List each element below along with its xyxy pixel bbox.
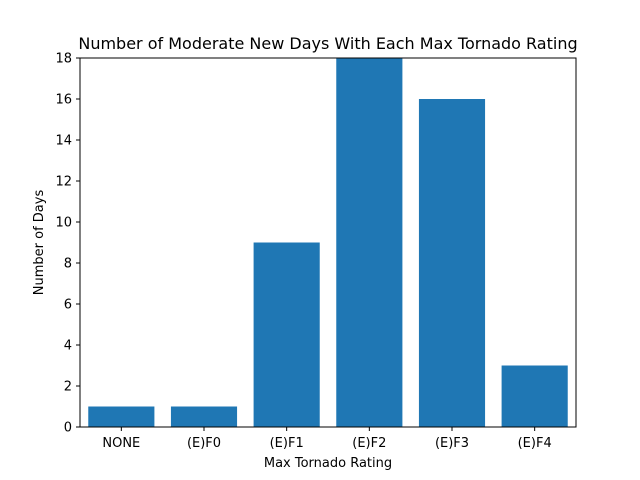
chart-title: Number of Moderate New Days With Each Ma… [78,34,577,53]
bar-(E)F2 [336,58,403,427]
bar-NONE [88,406,155,427]
y-tick-label: 8 [64,257,72,272]
y-tick-label: 6 [64,298,72,313]
bars-group [88,58,568,427]
x-tick-label: (E)F2 [352,436,386,451]
bar-(E)F1 [253,242,320,427]
y-tick-label: 14 [55,134,72,149]
x-axis-label: Max Tornado Rating [264,456,392,471]
y-tick-label: 10 [55,216,72,231]
y-tick-label: 0 [64,421,72,436]
y-tick-label: 16 [55,93,72,108]
x-axis-ticks: NONE (E)F0 (E)F1 (E)F2 (E)F3 (E)F4 [102,427,552,451]
plot-frame [79,57,577,428]
y-axis-label: Number of Days [32,190,47,296]
x-tick-label: (E)F1 [270,436,304,451]
y-tick-label: 12 [55,175,72,190]
bar-(E)F0 [170,406,238,427]
x-tick-label: (E)F4 [518,436,552,451]
x-tick-label: NONE [102,436,140,451]
y-tick-label: 2 [64,380,72,395]
bar-(E)F4 [501,365,568,427]
x-tick-label: (E)F3 [435,436,469,451]
bar-(E)F3 [418,99,486,427]
y-axis-ticks: 0 2 4 6 8 10 12 14 16 18 [55,52,80,436]
x-tick-label: (E)F0 [187,436,221,451]
y-tick-label: 18 [55,52,72,67]
y-tick-label: 4 [64,339,72,354]
